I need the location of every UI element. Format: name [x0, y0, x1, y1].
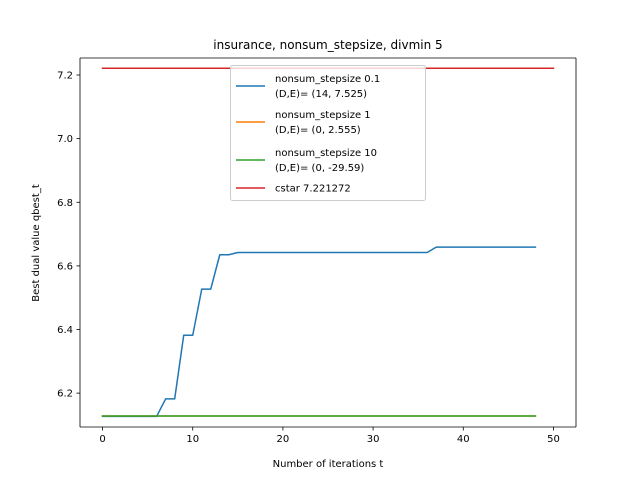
legend-entry: nonsum_stepsize 1 (D,E)= (0, 2.555): [236, 110, 371, 136]
legend: nonsum_stepsize 0.1(D,E)= (14, 7.525)non…: [230, 65, 426, 201]
legend-label: cstar 7.221272: [275, 184, 351, 195]
x-axis-label: Number of iterations t: [273, 459, 384, 470]
legend-label: (D,E)= (0, -29.59): [275, 163, 364, 174]
y-tick-label: 6.2: [57, 389, 73, 400]
y-tick-label: 6.4: [57, 325, 73, 336]
y-tick-label: 7.2: [57, 71, 73, 82]
x-tick-label: 40: [457, 434, 470, 445]
y-axis-label: Best dual value qbest_t: [31, 184, 42, 302]
legend-label: (D,E)= (14, 7.525): [275, 89, 367, 100]
legend-entry: nonsum_stepsize 10 (D,E)= (0, -29.59): [236, 148, 377, 174]
legend-entry: cstar 7.221272: [236, 184, 351, 195]
legend-label: nonsum_stepsize 10: [275, 148, 377, 159]
legend-label: nonsum_stepsize 0.1: [275, 74, 380, 85]
x-tick-label: 0: [99, 434, 105, 445]
legend-entry: nonsum_stepsize 0.1 (D,E)= (14, 7.525): [236, 74, 380, 100]
y-tick-label: 6.8: [57, 198, 73, 209]
x-tick-label: 30: [367, 434, 380, 445]
chart-title: insurance, nonsum_stepsize, divmin 5: [213, 38, 442, 52]
x-tick-label: 10: [186, 434, 199, 445]
y-tick-label: 6.6: [57, 261, 73, 272]
series-line-0: [101, 246, 537, 418]
legend-label: (D,E)= (0, 2.555): [275, 125, 361, 136]
y-tick-label: 7.0: [57, 134, 73, 145]
x-tick-label: 20: [277, 434, 290, 445]
x-tick-label: 50: [547, 434, 560, 445]
legend-frame: [230, 65, 426, 201]
legend-label: nonsum_stepsize 1: [275, 110, 371, 121]
